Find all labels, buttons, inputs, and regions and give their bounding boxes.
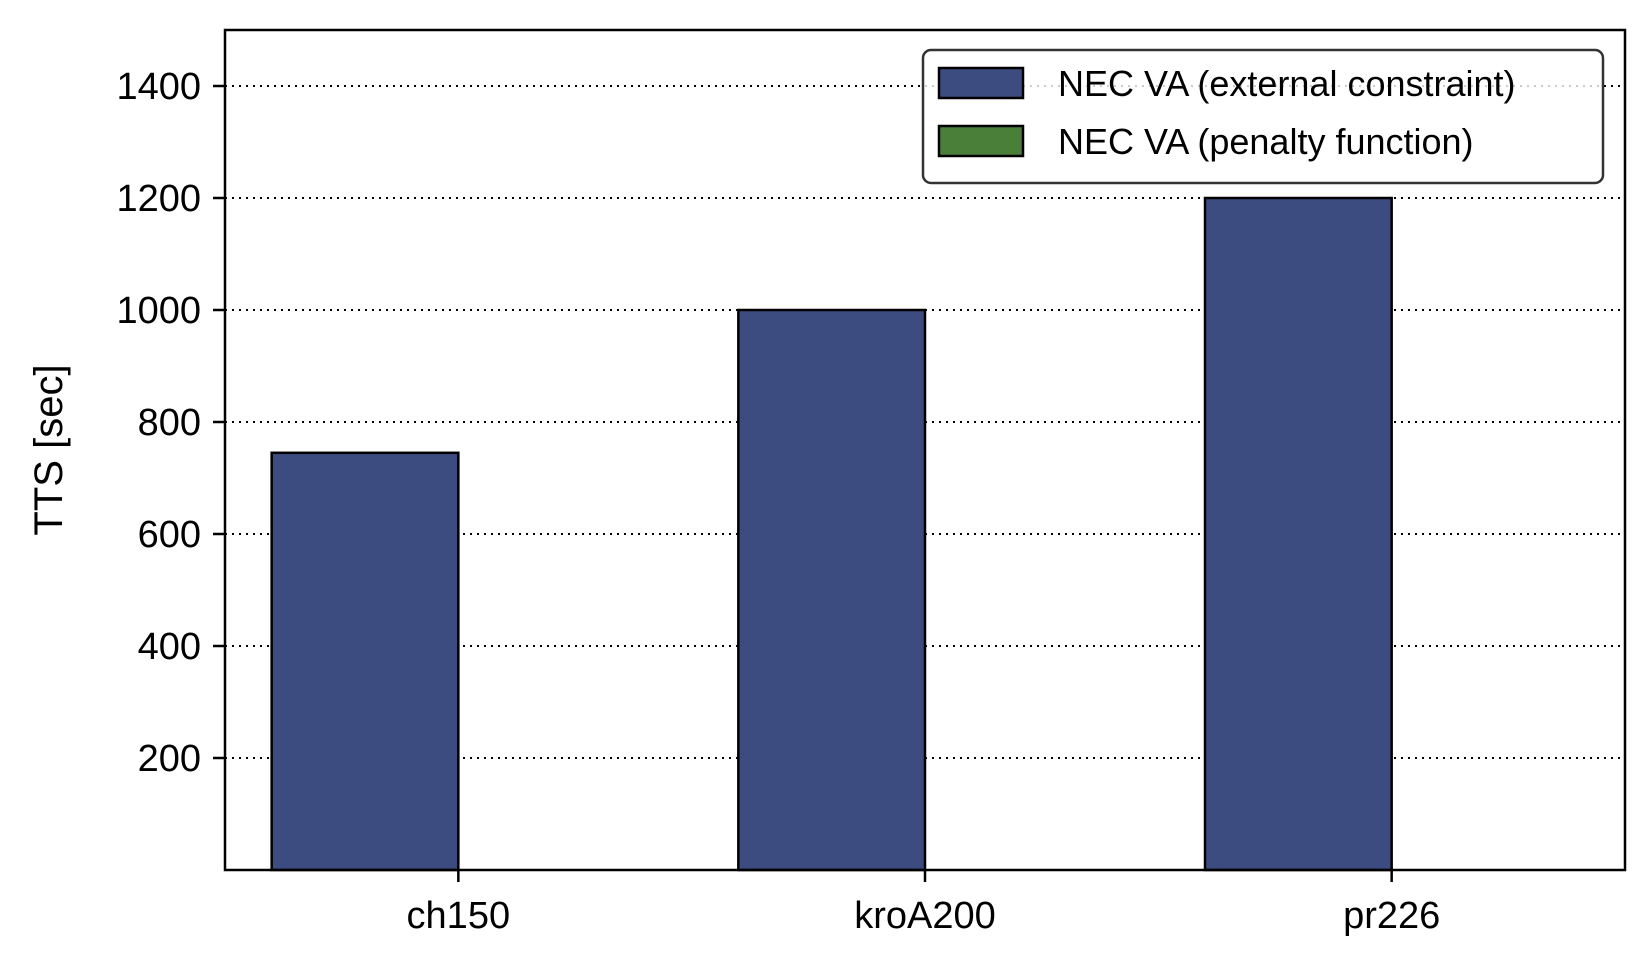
y-tick-label: 600 <box>138 514 201 556</box>
bar-kroA200-series-1 <box>737 308 927 872</box>
legend-label: NEC VA (penalty function) <box>1058 121 1474 162</box>
y-tick-label: 1400 <box>116 66 201 108</box>
legend: NEC VA (external constraint) NEC VA (pena… <box>921 48 1605 185</box>
legend-box <box>921 48 1605 185</box>
x-tick-label: kroA200 <box>854 895 996 937</box>
x-axis-ticks: ch150 kroA200 pr226 <box>407 870 1440 937</box>
x-tick-label: pr226 <box>1343 895 1440 937</box>
bar-ch150-series-1 <box>270 451 460 872</box>
legend-swatch <box>937 66 1025 100</box>
y-tick-label: 400 <box>138 626 201 668</box>
bars <box>270 196 1393 872</box>
y-axis-ticks: 200 400 600 800 1000 1200 1400 <box>116 66 225 780</box>
y-tick-label: 1000 <box>116 290 201 332</box>
x-tick-label: ch150 <box>407 895 511 937</box>
y-axis-label: TTS [sec] <box>27 364 71 535</box>
legend-label: NEC VA (external constraint) <box>1058 63 1516 104</box>
y-tick-label: 1200 <box>116 178 201 220</box>
y-tick-label: 200 <box>138 738 201 780</box>
bar-pr226-series-1 <box>1203 196 1393 872</box>
legend-swatch <box>937 124 1025 158</box>
y-tick-label: 800 <box>138 402 201 444</box>
